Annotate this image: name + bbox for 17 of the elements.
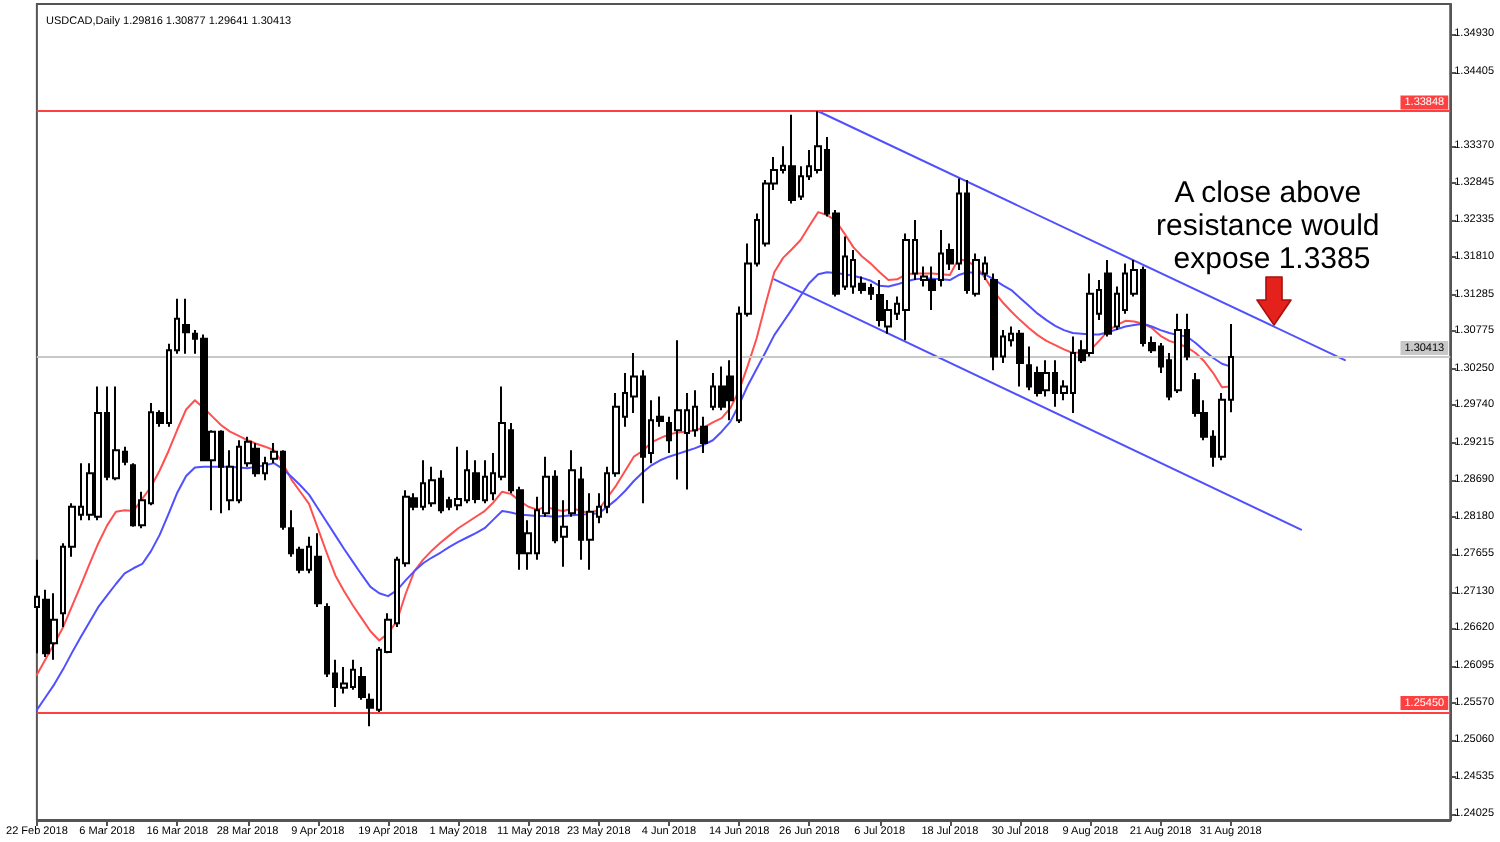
- candlestick: [454, 445, 462, 512]
- candlestick: [1016, 329, 1024, 388]
- candlestick: [1174, 312, 1182, 395]
- candlestick: [876, 279, 884, 328]
- candlestick: [50, 592, 58, 661]
- candlestick: [314, 532, 322, 608]
- candlestick: [112, 385, 120, 482]
- candlestick: [718, 365, 726, 412]
- candlestick: [1104, 259, 1112, 338]
- candlestick: [428, 465, 436, 508]
- candlestick: [182, 297, 190, 355]
- candlestick: [1086, 272, 1094, 358]
- candlestick: [94, 385, 102, 522]
- annotation: A close above resistance would expose 1.3385: [1156, 175, 1388, 276]
- candlestick: [788, 113, 796, 205]
- candlestick: [990, 272, 998, 372]
- candlestick: [252, 442, 260, 478]
